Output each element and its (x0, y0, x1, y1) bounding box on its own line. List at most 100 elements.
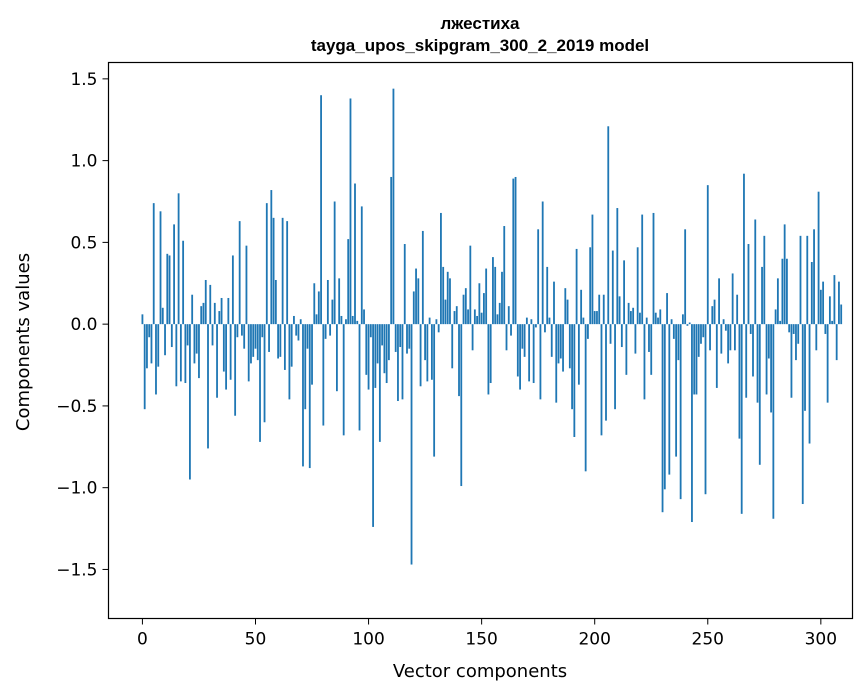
bar-280 (774, 309, 777, 325)
bar-241 (686, 324, 689, 326)
bar-237 (677, 324, 680, 361)
bar-248 (702, 324, 705, 338)
bar-11 (166, 253, 169, 325)
bar-95 (356, 320, 359, 325)
bar-178 (544, 324, 546, 333)
bar-1 (143, 324, 146, 410)
bar-187 (564, 288, 567, 325)
bar-132 (440, 212, 442, 325)
bar-173 (532, 324, 535, 384)
y-tick-label: −1.5 (56, 560, 97, 580)
bar-287 (790, 324, 793, 398)
bar-172 (530, 319, 533, 325)
bar-129 (433, 324, 436, 457)
bar-101 (369, 324, 372, 338)
bar-195 (582, 317, 585, 325)
bar-219 (636, 247, 639, 325)
bar-225 (650, 324, 653, 375)
bar-148 (476, 315, 479, 325)
bar-262 (734, 324, 736, 351)
x-tick-label: 250 (692, 630, 724, 650)
bar-167 (519, 324, 521, 390)
bar-204 (602, 294, 605, 325)
bar-221 (641, 214, 644, 325)
bar-4 (150, 324, 153, 364)
y-tick-label: 1.0 (70, 152, 97, 172)
bar-62 (281, 217, 284, 325)
bar-163 (510, 324, 512, 336)
bar-48 (250, 324, 252, 364)
bar-100 (367, 324, 370, 390)
y-tick-label: 1.5 (70, 70, 97, 90)
bar-162 (507, 306, 510, 325)
bar-250 (706, 185, 709, 325)
bar-242 (688, 322, 691, 325)
bar-201 (596, 311, 598, 325)
bar-127 (428, 317, 431, 325)
bar-212 (620, 324, 623, 348)
bar-30 (209, 284, 212, 325)
bar-10 (164, 324, 166, 356)
bar-44 (241, 324, 243, 336)
bar-22 (191, 294, 194, 325)
bar-259 (727, 324, 730, 364)
bar-226 (652, 212, 655, 325)
bar-69 (297, 324, 300, 341)
bar-230 (661, 324, 664, 513)
bar-274 (761, 266, 763, 325)
bar-255 (718, 278, 720, 325)
bar-8 (159, 211, 162, 325)
bar-98 (363, 309, 365, 325)
bar-14 (173, 224, 175, 325)
bar-34 (218, 311, 221, 325)
bar-297 (813, 229, 815, 325)
bar-302 (824, 324, 827, 334)
bar-234 (670, 319, 673, 325)
bar-290 (797, 324, 800, 344)
bar-185 (559, 324, 562, 359)
bar-63 (283, 324, 286, 370)
bar-15 (175, 324, 178, 387)
bar-307 (835, 324, 838, 361)
y-axis: −1.5 −1.0 −0.5 0.0 0.5 1.0 1.5 (56, 70, 109, 580)
bar-36 (222, 324, 225, 372)
bar-267 (745, 324, 748, 398)
bar-229 (659, 309, 662, 325)
bar-5 (152, 203, 155, 325)
bar-144 (467, 309, 469, 325)
bar-169 (523, 324, 526, 357)
bar-35 (220, 297, 223, 325)
bar-42 (236, 324, 239, 338)
bar-171 (528, 324, 531, 382)
bar-45 (243, 324, 246, 349)
bar-168 (521, 324, 524, 349)
bar-288 (792, 324, 795, 334)
bar-82 (326, 279, 329, 325)
bar-254 (715, 324, 718, 388)
chart-title: лжестиха (441, 14, 521, 33)
bar-175 (537, 229, 540, 325)
plot-area-frame (107, 61, 854, 620)
bar-125 (424, 324, 426, 361)
bar-301 (822, 281, 825, 325)
bar-112 (394, 324, 397, 352)
bar-268 (747, 244, 750, 325)
bar-194 (580, 289, 583, 325)
bar-213 (623, 260, 625, 325)
bar-217 (632, 307, 635, 325)
bar-235 (672, 324, 675, 339)
y-tick-label: 0.5 (70, 233, 97, 253)
bar-94 (354, 183, 356, 325)
bar-277 (767, 324, 770, 359)
bar-296 (810, 262, 813, 325)
bar-151 (482, 293, 485, 325)
bar-292 (801, 324, 804, 505)
bar-12 (168, 255, 171, 325)
bar-181 (550, 324, 553, 357)
bar-203 (600, 324, 603, 436)
bar-113 (397, 324, 399, 402)
bar-71 (302, 324, 304, 467)
bar-295 (808, 324, 811, 444)
bar-180 (548, 317, 551, 325)
bar-103 (374, 324, 377, 388)
